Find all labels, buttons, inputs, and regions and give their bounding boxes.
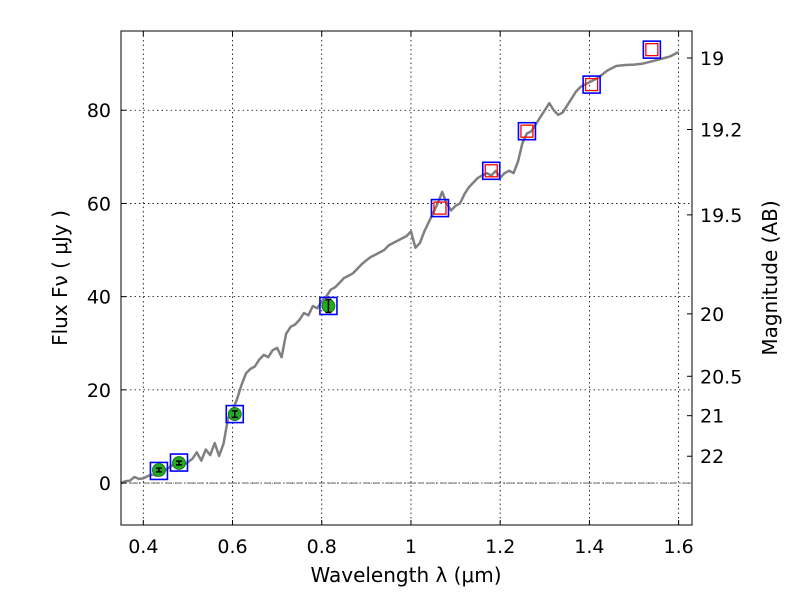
- y2-tick-label: 20: [700, 304, 724, 326]
- x-tick-label: 0.6: [217, 536, 247, 558]
- model-photometry-box: [517, 121, 537, 141]
- y2-tick-label: 20.5: [700, 366, 742, 388]
- y2-tick-label: 19.5: [700, 205, 742, 227]
- y2-tick-label: 19.2: [700, 120, 742, 142]
- model-spectrum-layer: [120, 50, 680, 485]
- model-photometry-box: [319, 296, 338, 316]
- upper-limit-box: [484, 164, 498, 178]
- tick-layer: [121, 31, 692, 525]
- model-photometry-box: [582, 75, 601, 94]
- upper-limit-box: [645, 42, 659, 57]
- model-photometry-box: [481, 161, 501, 181]
- grid-layer: [121, 31, 692, 525]
- x-tick-label: 1: [405, 536, 417, 558]
- tick-label-layer: 0.4 0.6 0.8 1 1.2 1.4 1.6 0 20 40 60 80 19 19.2 19.5 20…: [87, 48, 743, 558]
- x-tick-label: 1.6: [664, 536, 694, 558]
- plot-frame: [120, 30, 693, 526]
- x-tick-label: 1.4: [574, 536, 604, 558]
- model-photometry-box: [149, 461, 169, 481]
- photometry-layer: [149, 40, 662, 481]
- model-photometry-box: [225, 404, 245, 424]
- y2-tick-label: 21: [700, 406, 724, 428]
- y-tick-label: 0: [99, 473, 111, 495]
- upper-limit-box: [584, 77, 599, 92]
- y-tick-label: 80: [87, 100, 111, 122]
- model-photometry-box: [642, 40, 662, 59]
- model-photometry-box: [169, 453, 189, 472]
- x-tick-label: 0.8: [307, 536, 337, 558]
- x-tick-label: 1.2: [485, 536, 515, 558]
- y2-tick-label: 22: [700, 446, 724, 468]
- model-spectrum-line: [120, 50, 680, 485]
- y-tick-label: 20: [87, 380, 111, 402]
- x-tick-label: 0.4: [128, 536, 158, 558]
- y-tick-label: 40: [87, 287, 111, 309]
- y-tick-label: 60: [87, 193, 111, 215]
- y2-tick-label: 19: [700, 48, 724, 70]
- y-axis-label: Flux Fν ( μJy ): [48, 210, 72, 346]
- upper-limit-box: [520, 124, 534, 138]
- upper-limit-box: [433, 201, 447, 215]
- y2-axis-label: Magnitude (AB): [758, 200, 782, 355]
- model-photometry-box: [430, 198, 450, 218]
- x-axis-label: Wavelength λ (μm): [310, 563, 501, 587]
